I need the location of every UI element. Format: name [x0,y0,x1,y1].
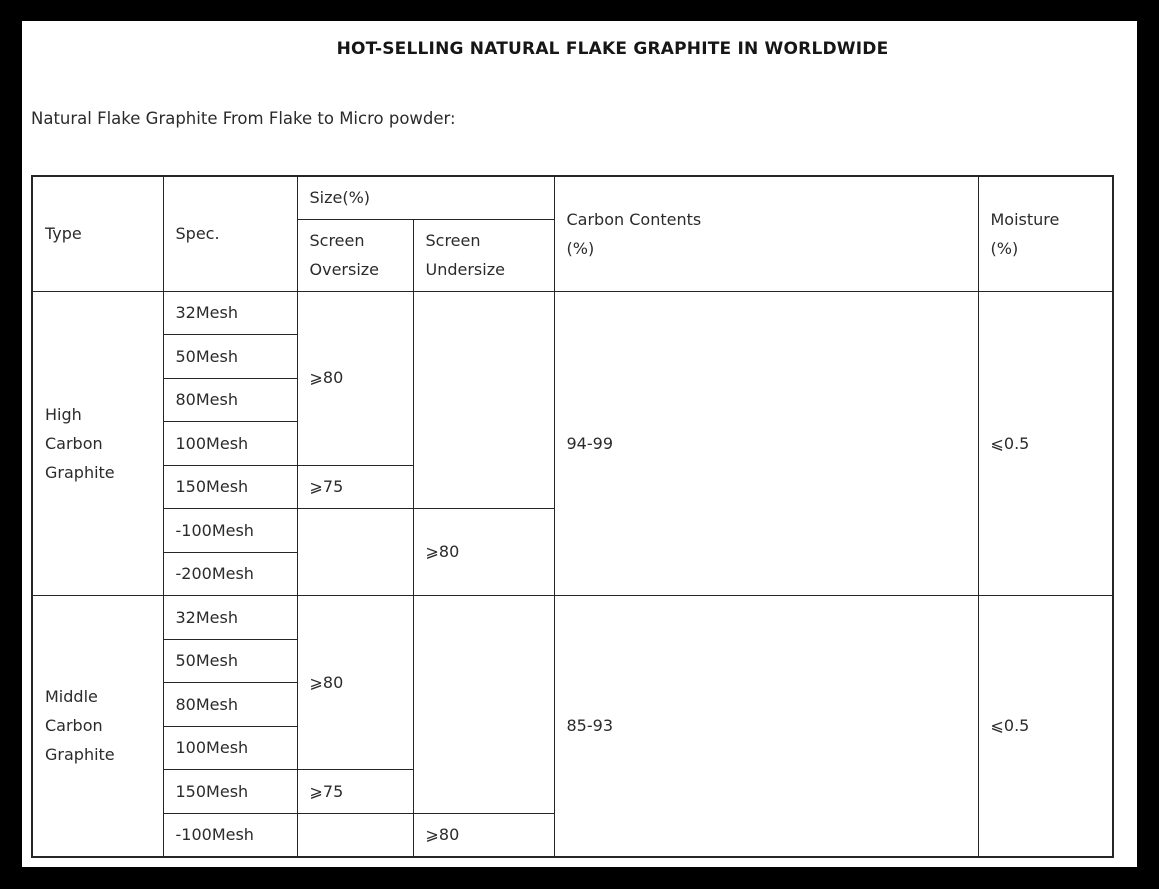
spec-cell: 32Mesh [162,595,298,640]
type-cell-high-carbon: High Carbon Graphite [31,290,164,596]
moisture-cell-middle: ⩽0.5 [977,595,1114,857]
spec-cell: -200Mesh [162,551,298,596]
table-row: 150Mesh ⩾75 [32,464,1113,509]
page-title: HOT-SELLING NATURAL FLAKE GRAPHITE IN WO… [336,39,889,59]
type-cell-middle-carbon: Middle Carbon Graphite [31,595,164,857]
table-row: -100Mesh ⩾80 [32,508,1113,596]
table-row: 100Mesh [32,421,1113,466]
spec-cell: 80Mesh [162,377,298,422]
spec-cell: -100Mesh [162,812,298,857]
spec-cell: 150Mesh [162,464,298,509]
table-row: Middle Carbon Graphite 32Mesh ⩾80 85-93 … [31,595,1114,857]
oversize-empty-cell [296,812,414,857]
carbon-contents-cell-middle: 85-93 [553,595,979,857]
undersize-value-cell: ⩾80 [412,812,555,857]
content-panel: HOT-SELLING NATURAL FLAKE GRAPHITE IN WO… [22,21,1137,867]
table-row: High Carbon Graphite 32Mesh ⩾80 94-99 ⩽0… [31,290,1114,596]
oversize-empty-cell [296,508,414,596]
oversize-value-cell: ⩾80 [296,290,414,466]
col-header-type: Type [31,175,164,292]
spec-cell: 50Mesh [162,334,298,379]
header-row-1: Type Spec. Size(%) Carbon Contents (%) M… [31,175,1114,292]
header-row-2: Screen Oversize Screen Undersize [32,218,1113,292]
spec-cell: 100Mesh [162,725,298,770]
table-row: 80Mesh [32,377,1113,422]
col-header-size: Size(%) [296,175,555,220]
undersize-empty-cell [412,290,555,509]
table-row: 150Mesh ⩾75 [32,769,1113,814]
spec-cell: 32Mesh [162,290,298,335]
table-row: 80Mesh [32,682,1113,727]
spec-cell: 100Mesh [162,421,298,466]
oversize-value-cell: ⩾75 [296,464,414,509]
spec-cell: -100Mesh [162,508,298,553]
undersize-empty-cell [412,595,555,814]
table-row: 50Mesh [32,638,1113,683]
spec-cell: 50Mesh [162,638,298,683]
undersize-value-cell: ⩾80 [412,508,555,596]
table-row: -100Mesh ⩾80 [32,812,1113,857]
moisture-cell-high: ⩽0.5 [977,290,1114,596]
oversize-value-cell: ⩾75 [296,769,414,814]
col-header-screen-undersize: Screen Undersize [412,218,555,292]
intro-text: Natural Flake Graphite From Flake to Mic… [31,109,456,128]
col-header-screen-oversize: Screen Oversize [296,218,414,292]
col-header-carbon-contents: Carbon Contents (%) [553,175,979,292]
spec-cell: 80Mesh [162,682,298,727]
carbon-contents-cell-high: 94-99 [553,290,979,596]
col-header-spec: Spec. [162,175,298,292]
col-header-moisture: Moisture (%) [977,175,1114,292]
spec-cell: 150Mesh [162,769,298,814]
oversize-value-cell: ⩾80 [296,595,414,770]
table-row: 100Mesh [32,725,1113,770]
table-row: -200Mesh [32,551,1113,596]
table-row: 50Mesh [32,334,1113,379]
graphite-spec-table: Type Spec. Size(%) Carbon Contents (%) M… [31,175,1114,858]
